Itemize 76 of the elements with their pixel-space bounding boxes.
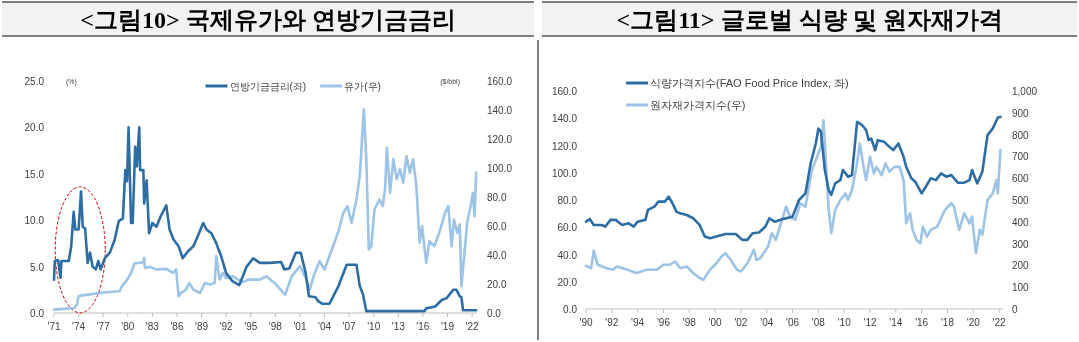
chart-title: <그림11> 글로벌 식량 및 원자재가격 [616, 7, 1003, 33]
y2-tick-label: 800 [1012, 129, 1030, 141]
y-tick-label: 0.0 [30, 308, 45, 319]
y-tick-label: 20.0 [24, 122, 45, 134]
x-tick-label: '16 [416, 321, 430, 332]
x-tick-label: '71 [47, 321, 61, 332]
y2-tick-label: 80.0 [487, 192, 507, 203]
x-tick-label: '18 [940, 317, 955, 328]
y-tick-label: 0.0 [563, 304, 578, 315]
x-tick-label: '06 [786, 317, 800, 328]
y2-tick-label: 200 [1012, 260, 1030, 272]
y-tick-label: 160.0 [551, 86, 578, 97]
x-tick-label: '12 [863, 317, 877, 328]
x-tick-label: '16 [915, 317, 929, 328]
y-tick-label: 40.0 [557, 249, 578, 261]
y2-tick-label: 0.0 [487, 308, 502, 319]
x-tick-label: '96 [656, 317, 671, 328]
x-tick-label: '20 [966, 317, 981, 328]
legend-label: 식량가격지수(FAO Food Price Index, 좌) [650, 77, 849, 89]
x-tick-label: '77 [96, 321, 111, 332]
x-tick-label: '83 [145, 321, 160, 332]
y2-tick-label: 100.0 [487, 163, 513, 174]
y2-tick-label: 1,000 [1012, 86, 1038, 97]
x-tick-label: '74 [72, 321, 86, 332]
x-tick-label: '22 [465, 321, 480, 332]
x-tick-label: '94 [631, 317, 645, 328]
y2-tick-label: 120.0 [487, 134, 513, 145]
x-tick-label: '95 [244, 321, 258, 332]
y2-tick-label: 100 [1012, 282, 1030, 294]
x-tick-label: '02 [734, 317, 748, 328]
y2-tick-label: 0 [1012, 304, 1018, 315]
y-tick-label: 60.0 [557, 222, 578, 234]
x-tick-label: '92 [605, 317, 619, 328]
y2-tick-label: 40.0 [487, 250, 507, 261]
legend-label: 원자재가격지수(우) [650, 99, 746, 111]
y2-tick-label: 600 [1012, 173, 1030, 185]
y2-tick-label: 60.0 [487, 221, 507, 232]
y-tick-label: 5.0 [30, 261, 45, 273]
x-tick-label: '14 [889, 317, 903, 328]
y2-tick-label: 700 [1012, 151, 1030, 163]
x-tick-label: '80 [121, 321, 135, 332]
x-tick-label: '86 [170, 321, 184, 332]
y-tick-label: 120.0 [551, 140, 578, 152]
x-tick-label: '08 [811, 317, 826, 328]
x-tick-label: '13 [391, 321, 406, 332]
legend-label: 유가(우) [344, 81, 381, 92]
x-tick-label: '07 [342, 321, 357, 332]
x-tick-label: '90 [579, 317, 593, 328]
y2-tick-label: 160.0 [487, 76, 513, 87]
x-tick-label: '98 [268, 321, 283, 332]
x-tick-label: '89 [195, 321, 209, 332]
legend-label: 연방기금금리(좌) [229, 81, 307, 92]
chart-title: <그림10> 국제유가와 연방기금금리 [80, 7, 456, 33]
x-tick-label: '92 [219, 321, 234, 332]
x-tick-label: '19 [440, 321, 455, 332]
x-tick-label: '01 [293, 321, 307, 332]
y-tick-label: 10.0 [24, 215, 45, 227]
y2-tick-label: 900 [1012, 107, 1030, 119]
y2-tick-label: 300 [1012, 238, 1030, 250]
y2-tick-label: 400 [1012, 216, 1030, 228]
y-tick-label: 25.0 [24, 76, 45, 87]
y-tick-label: 80.0 [557, 195, 578, 206]
y2-tick-label: 140.0 [487, 105, 513, 116]
y-tick-label: 100.0 [551, 167, 578, 179]
y2-tick-label: 500 [1012, 195, 1030, 206]
x-tick-label: '04 [318, 321, 332, 332]
x-tick-label: '00 [708, 317, 723, 328]
x-tick-label: '04 [760, 317, 774, 328]
x-tick-label: '98 [682, 317, 697, 328]
y-tick-label: 20.0 [557, 276, 578, 288]
y2-tick-label: 20.0 [487, 279, 507, 290]
x-tick-label: '10 [837, 317, 852, 328]
y-tick-label: 140.0 [551, 113, 578, 125]
y-tick-label: 15.0 [24, 168, 45, 180]
x-tick-label: '22 [992, 317, 1007, 328]
x-tick-label: '10 [367, 321, 381, 332]
